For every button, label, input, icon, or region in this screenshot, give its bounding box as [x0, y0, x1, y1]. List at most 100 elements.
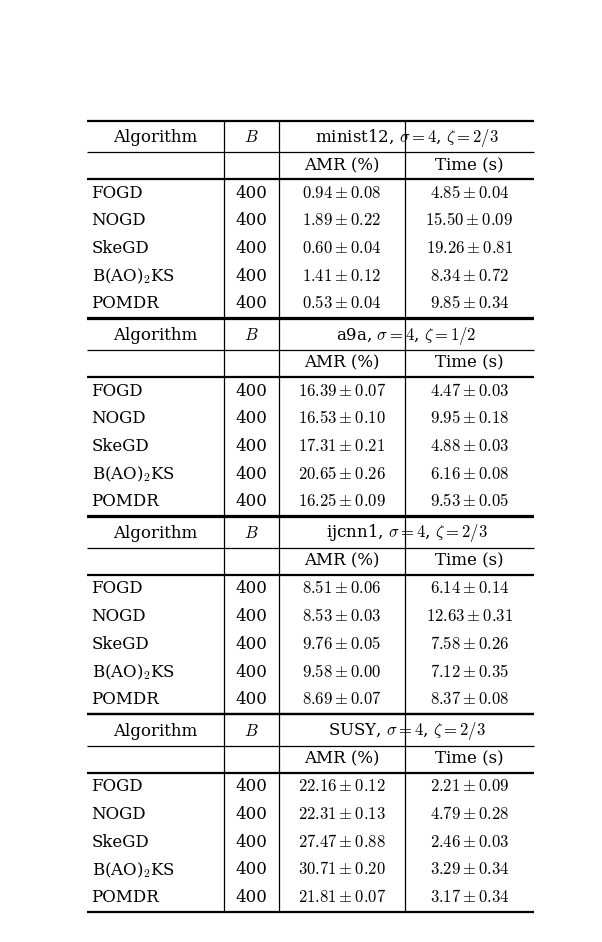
Text: AMR (%): AMR (%) [304, 751, 380, 768]
Text: $0.94 \pm 0.08$: $0.94 \pm 0.08$ [302, 185, 382, 202]
Text: $9.53 \pm 0.05$: $9.53 \pm 0.05$ [430, 494, 509, 511]
Text: $B$: $B$ [244, 525, 259, 542]
Text: $9.58 \pm 0.00$: $9.58 \pm 0.00$ [302, 663, 382, 680]
Text: 400: 400 [235, 494, 267, 511]
Text: 400: 400 [235, 580, 267, 597]
Text: $7.12 \pm 0.35$: $7.12 \pm 0.35$ [430, 663, 509, 680]
Text: $9.76 \pm 0.05$: $9.76 \pm 0.05$ [302, 636, 382, 653]
Text: $4.79 \pm 0.28$: $4.79 \pm 0.28$ [430, 806, 509, 823]
Text: SUSY, $\sigma = 4$, $\zeta = 2/3$: SUSY, $\sigma = 4$, $\zeta = 2/3$ [327, 721, 486, 742]
Text: $16.25 \pm 0.09$: $16.25 \pm 0.09$ [298, 494, 386, 511]
Text: 400: 400 [235, 410, 267, 428]
Text: 400: 400 [235, 609, 267, 625]
Text: 400: 400 [235, 185, 267, 202]
Text: $0.53 \pm 0.04$: $0.53 \pm 0.04$ [302, 296, 382, 313]
Text: $2.21 \pm 0.09$: $2.21 \pm 0.09$ [430, 778, 509, 795]
Text: $8.37 \pm 0.08$: $8.37 \pm 0.08$ [430, 691, 509, 708]
Text: $15.50 \pm 0.09$: $15.50 \pm 0.09$ [426, 212, 514, 229]
Text: $8.51 \pm 0.06$: $8.51 \pm 0.06$ [302, 580, 382, 597]
Text: 400: 400 [235, 663, 267, 680]
Text: Algorithm: Algorithm [113, 525, 197, 542]
Text: 400: 400 [235, 691, 267, 708]
Text: $B$: $B$ [244, 723, 259, 739]
Text: AMR (%): AMR (%) [304, 553, 380, 570]
Text: Algorithm: Algorithm [113, 129, 197, 146]
Text: $16.39 \pm 0.07$: $16.39 \pm 0.07$ [298, 382, 386, 399]
Text: $21.81 \pm 0.07$: $21.81 \pm 0.07$ [298, 889, 386, 906]
Text: POMDR: POMDR [92, 296, 160, 313]
Text: minist12, $\sigma = 4$, $\zeta = 2/3$: minist12, $\sigma = 4$, $\zeta = 2/3$ [315, 126, 498, 149]
Text: $4.47 \pm 0.03$: $4.47 \pm 0.03$ [430, 382, 509, 399]
Text: $8.69 \pm 0.07$: $8.69 \pm 0.07$ [302, 691, 382, 708]
Text: Time (s): Time (s) [435, 355, 504, 372]
Text: 400: 400 [235, 465, 267, 482]
Text: 400: 400 [235, 834, 267, 851]
Text: 400: 400 [235, 296, 267, 313]
Text: $9.95 \pm 0.18$: $9.95 \pm 0.18$ [430, 410, 509, 428]
Text: B(AO)$_2$KS: B(AO)$_2$KS [92, 464, 175, 484]
Text: FOGD: FOGD [92, 382, 143, 399]
Text: POMDR: POMDR [92, 691, 160, 708]
Text: 400: 400 [235, 806, 267, 823]
Text: 400: 400 [235, 861, 267, 879]
Text: Time (s): Time (s) [435, 157, 504, 174]
Text: B(AO)$_2$KS: B(AO)$_2$KS [92, 267, 175, 286]
Text: 400: 400 [235, 778, 267, 795]
Text: Algorithm: Algorithm [113, 723, 197, 739]
Text: $30.71 \pm 0.20$: $30.71 \pm 0.20$ [298, 861, 386, 879]
Text: Time (s): Time (s) [435, 553, 504, 570]
Text: SkeGD: SkeGD [92, 240, 149, 257]
Text: 400: 400 [235, 438, 267, 455]
Text: FOGD: FOGD [92, 185, 143, 202]
Text: NOGD: NOGD [92, 212, 146, 229]
Text: $8.34 \pm 0.72$: $8.34 \pm 0.72$ [430, 268, 509, 284]
Text: $19.26 \pm 0.81$: $19.26 \pm 0.81$ [426, 240, 513, 257]
Text: FOGD: FOGD [92, 778, 143, 795]
Text: a9a, $\sigma = 4$, $\zeta = 1/2$: a9a, $\sigma = 4$, $\zeta = 1/2$ [337, 325, 477, 347]
Text: Algorithm: Algorithm [113, 327, 197, 344]
Text: $3.29 \pm 0.34$: $3.29 \pm 0.34$ [430, 861, 509, 879]
Text: AMR (%): AMR (%) [304, 355, 380, 372]
Text: POMDR: POMDR [92, 889, 160, 906]
Text: FOGD: FOGD [92, 580, 143, 597]
Text: SkeGD: SkeGD [92, 636, 149, 653]
Text: B(AO)$_2$KS: B(AO)$_2$KS [92, 662, 175, 682]
Text: $8.53 \pm 0.03$: $8.53 \pm 0.03$ [302, 609, 382, 625]
Text: $6.16 \pm 0.08$: $6.16 \pm 0.08$ [430, 465, 509, 482]
Text: NOGD: NOGD [92, 410, 146, 428]
Text: $9.85 \pm 0.34$: $9.85 \pm 0.34$ [430, 296, 509, 313]
Text: $17.31 \pm 0.21$: $17.31 \pm 0.21$ [299, 438, 385, 455]
Text: $2.46 \pm 0.03$: $2.46 \pm 0.03$ [430, 834, 509, 851]
Text: 400: 400 [235, 212, 267, 229]
Text: $1.89 \pm 0.22$: $1.89 \pm 0.22$ [302, 212, 382, 229]
Text: $B$: $B$ [244, 129, 259, 146]
Text: $0.60 \pm 0.04$: $0.60 \pm 0.04$ [302, 240, 382, 257]
Text: $3.17 \pm 0.34$: $3.17 \pm 0.34$ [430, 889, 509, 906]
Text: SkeGD: SkeGD [92, 438, 149, 455]
Text: AMR (%): AMR (%) [304, 157, 380, 174]
Text: POMDR: POMDR [92, 494, 160, 511]
Text: SkeGD: SkeGD [92, 834, 149, 851]
Text: $4.85 \pm 0.04$: $4.85 \pm 0.04$ [430, 185, 509, 202]
Text: 400: 400 [235, 382, 267, 399]
Text: Time (s): Time (s) [435, 751, 504, 768]
Text: $12.63 \pm 0.31$: $12.63 \pm 0.31$ [426, 609, 513, 625]
Text: $B$: $B$ [244, 327, 259, 344]
Text: 400: 400 [235, 889, 267, 906]
Text: B(AO)$_2$KS: B(AO)$_2$KS [92, 860, 175, 880]
Text: $16.53 \pm 0.10$: $16.53 \pm 0.10$ [298, 410, 386, 428]
Text: $4.88 \pm 0.03$: $4.88 \pm 0.03$ [430, 438, 509, 455]
Text: $7.58 \pm 0.26$: $7.58 \pm 0.26$ [430, 636, 509, 653]
Text: 400: 400 [235, 268, 267, 284]
Text: $22.16 \pm 0.12$: $22.16 \pm 0.12$ [298, 778, 386, 795]
Text: $6.14 \pm 0.14$: $6.14 \pm 0.14$ [430, 580, 509, 597]
Text: $1.41 \pm 0.12$: $1.41 \pm 0.12$ [302, 268, 382, 284]
Text: $27.47 \pm 0.88$: $27.47 \pm 0.88$ [298, 834, 386, 851]
Text: NOGD: NOGD [92, 609, 146, 625]
Text: 400: 400 [235, 636, 267, 653]
Text: NOGD: NOGD [92, 806, 146, 823]
Text: $20.65 \pm 0.26$: $20.65 \pm 0.26$ [298, 465, 386, 482]
Text: ijcnn1, $\sigma = 4$, $\zeta = 2/3$: ijcnn1, $\sigma = 4$, $\zeta = 2/3$ [326, 523, 488, 544]
Text: 400: 400 [235, 240, 267, 257]
Text: $22.31 \pm 0.13$: $22.31 \pm 0.13$ [298, 806, 386, 823]
